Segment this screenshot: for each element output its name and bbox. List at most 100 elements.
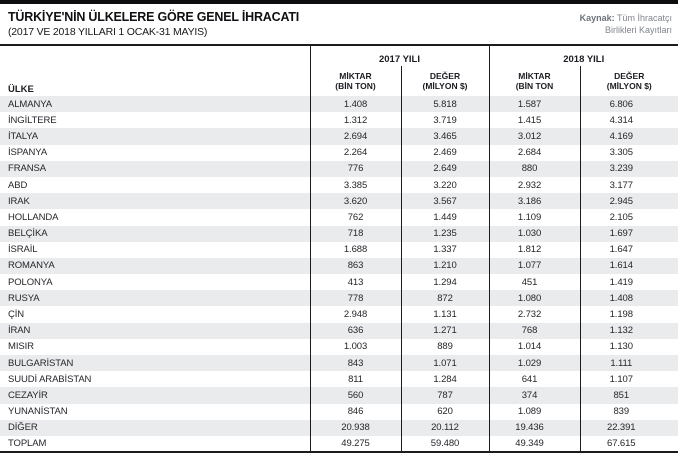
subheader-unit: (BİN TON — [515, 81, 554, 91]
table-row: POLONYA 413 1.294 451 1.419 — [0, 274, 678, 291]
value-cell: 1.294 — [401, 274, 490, 291]
value-cell: 811 — [310, 371, 402, 388]
value-cell: 839 — [613, 406, 630, 418]
table-row: BELÇİKA 718 1.235 1.030 1.697 — [0, 225, 678, 242]
value-cell: 1.107 — [609, 373, 633, 385]
country-cell: İNGİLTERE — [0, 112, 311, 129]
value-cell: 6.806 — [609, 98, 633, 110]
table-row: ÇİN 2.948 1.131 2.732 1.198 — [0, 306, 678, 323]
value-cell: 843 — [310, 355, 402, 372]
country-cell: BELÇİKA — [0, 225, 311, 242]
value-cell: 1.812 — [489, 241, 581, 258]
country-cell: POLONYA — [0, 274, 311, 291]
table-row: İTALYA 2.694 3.465 3.012 4.169 — [0, 128, 678, 145]
value-cell: 1.614 — [609, 260, 633, 272]
value-cell: 1.408 — [609, 292, 633, 304]
subheader-unit: (BİN TON) — [335, 81, 376, 91]
country-cell: İTALYA — [0, 128, 311, 145]
value-cell: 778 — [310, 290, 402, 307]
subheader-label: MİKTAR — [518, 70, 551, 81]
value-cell: 4.314 — [609, 114, 633, 126]
value-cell: 768 — [489, 322, 581, 339]
value-cell: 3.239 — [609, 163, 633, 175]
table-row: DİĞER 20.938 20.112 19.436 22.391 — [0, 419, 678, 436]
value-cell: 3.567 — [401, 193, 490, 210]
value-cell: 2.932 — [489, 176, 581, 194]
country-cell: YUNANİSTAN — [0, 403, 311, 420]
value-cell: 5.818 — [401, 96, 490, 113]
value-cell: 1.131 — [401, 306, 490, 323]
value-cell: 374 — [489, 387, 581, 404]
table-row: İNGİLTERE 1.312 3.719 1.415 4.314 — [0, 112, 678, 129]
table-row: BULGARİSTAN 843 1.071 1.029 1.111 — [0, 355, 678, 372]
subheader-label: DEĞER — [614, 70, 645, 81]
value-cell: 1.419 — [609, 276, 633, 288]
value-cell: 1.408 — [310, 96, 402, 113]
value-cell: 1.647 — [609, 244, 633, 256]
value-cell: 863 — [310, 257, 402, 275]
country-cell: İRAN — [0, 322, 311, 339]
table-body: ALMANYA 1.408 5.818 1.587 6.806 İNGİLTERE 1.31… — [0, 96, 678, 453]
value-cell: 3.012 — [489, 128, 581, 145]
value-cell: 851 — [613, 389, 630, 401]
value-cell: 1.111 — [610, 357, 633, 369]
subheader-row: MİKTAR (BİN TON) DEĞER (MİLYON $) MİKTAR… — [0, 66, 678, 96]
title-block: TÜRKİYE'NİN ÜLKELERE GÖRE GENEL İHRACATI… — [8, 10, 299, 38]
value-cell: 718 — [310, 225, 402, 242]
value-cell: 1.071 — [401, 355, 490, 372]
column-header-miktar-2017: MİKTAR (BİN TON) — [310, 66, 402, 96]
source-note: Kaynak: Tüm İhracatçı Birlikleri Kayıtla… — [580, 10, 672, 36]
country-cell: FRANSA — [0, 160, 311, 177]
value-cell: 2.649 — [401, 160, 490, 177]
country-cell: SUUDİ ARABİSTAN — [0, 371, 311, 388]
table-row: İSRAİL 1.688 1.337 1.812 1.647 — [0, 241, 678, 258]
table-row: ALMANYA 1.408 5.818 1.587 6.806 — [0, 96, 678, 113]
value-cell: 1.089 — [489, 403, 581, 420]
country-cell: MISIR — [0, 338, 311, 355]
country-cell: CEZAYİR — [0, 387, 311, 404]
value-cell: 67.615 — [607, 438, 636, 450]
column-group-2017: 2017 YILI — [310, 45, 490, 66]
export-table: ÜLKE 2017 YILI 2018 YILI MİKTAR (BİN TON… — [0, 44, 678, 453]
column-header-country: ÜLKE — [0, 45, 311, 96]
value-cell: 2.469 — [401, 144, 490, 161]
country-cell: İSPANYA — [0, 144, 311, 161]
table-row: YUNANİSTAN 846 620 1.089 839 — [0, 403, 678, 420]
table-row: TOPLAM 49.275 59.480 49.349 67.615 — [0, 435, 678, 453]
value-cell: 1.014 — [489, 338, 581, 355]
subheader-unit: (MİLYON $) — [422, 81, 468, 91]
value-cell: 20.112 — [401, 419, 490, 436]
source-line2: Birlikleri Kayıtları — [604, 24, 672, 35]
column-header-deger-2018: DEĞER (MİLYON $) — [580, 66, 678, 96]
table-row: ABD 3.385 3.220 2.932 3.177 — [0, 176, 678, 194]
value-cell: 1.415 — [489, 112, 581, 129]
country-cell: ABD — [0, 176, 311, 194]
table-row: FRANSA 776 2.649 880 3.239 — [0, 160, 678, 177]
value-cell: 59.480 — [401, 435, 490, 453]
source-label: Kaynak: — [579, 13, 615, 23]
table-row: İRAN 636 1.271 768 1.132 — [0, 322, 678, 339]
value-cell: 3.719 — [401, 112, 490, 129]
value-cell: 1.132 — [609, 325, 633, 337]
value-cell: 1.198 — [609, 309, 633, 321]
table-row: SUUDİ ARABİSTAN 811 1.284 641 1.107 — [0, 371, 678, 388]
value-cell: 3.465 — [401, 128, 490, 145]
country-cell: ROMANYA — [0, 257, 311, 275]
value-cell: 787 — [401, 387, 490, 404]
value-cell: 49.275 — [310, 435, 402, 453]
value-cell: 1.449 — [401, 209, 490, 226]
table-row: IRAK 3.620 3.567 3.186 2.945 — [0, 193, 678, 210]
country-cell: İSRAİL — [0, 241, 311, 258]
column-header-deger-2017: DEĞER (MİLYON $) — [401, 66, 490, 96]
value-cell: 872 — [401, 290, 490, 307]
value-cell: 1.080 — [489, 290, 581, 307]
value-cell: 1.587 — [489, 96, 581, 113]
value-cell: 1.130 — [609, 341, 633, 353]
value-cell: 1.029 — [489, 355, 581, 372]
table-row: RUSYA 778 872 1.080 1.408 — [0, 290, 678, 307]
value-cell: 762 — [310, 209, 402, 226]
country-cell: BULGARİSTAN — [0, 355, 311, 372]
value-cell: 636 — [310, 322, 402, 339]
value-cell: 1.337 — [401, 241, 490, 258]
value-cell: 1.003 — [310, 338, 402, 355]
